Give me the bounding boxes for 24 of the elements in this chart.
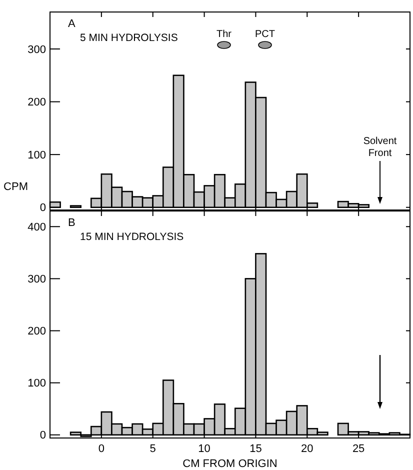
annotation: 15 MIN HYDROLYSIS	[80, 231, 184, 243]
x-tick-label: 25	[352, 443, 365, 455]
annotation: PCT	[255, 29, 275, 40]
x-tick-label: 15	[250, 443, 262, 455]
y-tick-label: 0	[40, 430, 46, 442]
x-tick-label: 5	[150, 443, 156, 455]
annotation: 5 MIN HYDROLYSIS	[80, 32, 178, 44]
y-tick-label: 200	[28, 326, 46, 338]
y-tick-label: 300	[28, 274, 46, 286]
x-tick-label: 10	[198, 443, 210, 455]
x-tick-label: 0	[98, 443, 104, 455]
y-axis-title: CPM	[4, 181, 28, 193]
y-tick-label: 100	[28, 378, 46, 390]
x-axis-title: CM FROM ORIGIN	[182, 458, 278, 470]
x-tick-label: 20	[301, 443, 314, 455]
y-tick-label: 400	[28, 221, 46, 234]
annotation: A	[68, 18, 76, 30]
y-tick-label: 0	[40, 202, 46, 214]
annotation: Solvent Front	[363, 136, 397, 159]
annotation: B	[68, 217, 76, 229]
annotation: Thr	[216, 29, 232, 40]
y-tick-label: 300	[28, 44, 46, 56]
y-tick-label: 100	[28, 149, 46, 162]
y-tick-label: 200	[28, 96, 46, 109]
